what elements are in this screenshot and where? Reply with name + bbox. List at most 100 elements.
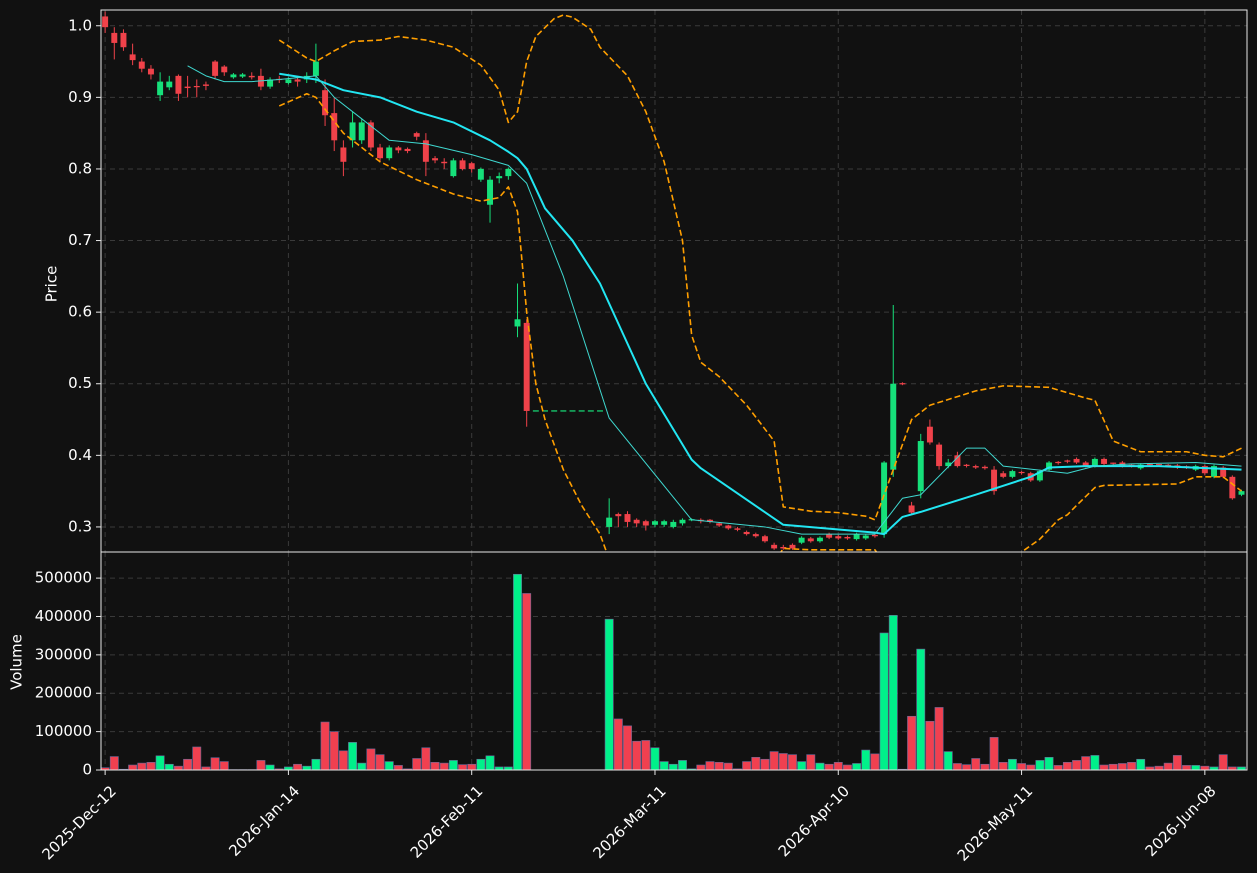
candle-body [716,523,723,526]
volume-bar [1172,755,1182,771]
volume-bar [962,764,971,771]
volume-bar [183,758,193,771]
candle-body [560,410,567,412]
candle-body [679,519,686,524]
volume-bar [824,763,834,771]
candle-body [367,122,374,148]
candle-body [487,179,494,205]
candle-body [862,535,869,539]
candle-body [807,538,814,542]
candle-body [450,160,457,177]
volume-bar [934,707,944,771]
volume-bar [1099,764,1109,771]
indicator-lines [187,14,1242,552]
candle-body [1146,464,1153,466]
volume-bar [806,754,816,771]
volume-bar [1062,762,1072,771]
candle-body [633,519,640,524]
volume-bar [888,615,898,771]
volume-bar [623,725,632,771]
volume-bar [742,761,752,771]
volume-bar [641,740,651,771]
candle-body [908,505,915,513]
volume-bar [751,757,761,771]
volume-bar [320,721,330,771]
indicator-line [278,92,1242,552]
y-tick-label: 0.6 [68,303,92,321]
candle-body [1229,476,1236,499]
volume-bar [476,758,486,771]
candle-body [826,534,833,538]
indicator-line [278,14,1242,521]
volume-bar [678,760,687,771]
candle-body [578,410,585,412]
volume-bar [1035,760,1045,771]
candle-body [331,113,338,141]
candle-body [881,462,888,535]
volume-bar [1154,765,1164,771]
volume-bar [989,737,999,771]
volume-bar [522,593,532,771]
volume-bar [797,761,807,771]
y-tick-label: 0.7 [68,231,92,249]
candle-body [853,534,860,540]
candle-body [157,81,164,96]
candle-body [523,322,530,411]
volume-bar [843,764,852,771]
candle-body [111,32,118,43]
volume-bar [971,758,981,771]
candle-body [248,75,255,78]
volume-bar [861,749,871,771]
volume-bar [998,762,1008,771]
volume-bar [1200,765,1210,771]
candle-body [835,536,842,539]
volume-bar [329,731,339,771]
candle-body [505,168,512,177]
candle-body [129,54,136,61]
volume-bar [458,764,467,771]
candle-body [1000,473,1007,477]
volume-tick-label: 100000 [35,722,92,740]
candle-body [193,86,200,88]
candle-body [166,81,173,88]
candle-body [743,531,750,535]
candle-body [963,464,970,466]
candle-body [358,122,365,141]
candle-body [239,74,246,77]
volume-bar [714,762,724,771]
volume-bar [256,760,266,771]
volume-bar [788,754,797,771]
candle-body [294,79,301,82]
volume-bar [696,764,706,771]
candle-body [322,90,329,116]
volume-bar [430,762,440,771]
candle-body [661,521,668,525]
volume-bar [366,748,376,771]
y-tick-label: 0.3 [68,517,92,535]
volume-bar [668,763,678,771]
volume-bar [421,747,431,771]
volume-bar [852,763,862,771]
volume-bar [980,763,990,771]
volume-bar [723,762,733,771]
candle-body [1046,462,1053,470]
volume-bar [137,762,147,771]
candle-body [441,161,448,164]
candle-body [147,68,154,75]
candle-body [202,84,209,86]
candle-body [120,32,127,48]
candle-body [1082,462,1089,467]
candle-body [670,521,677,527]
candle-body [917,441,924,492]
volume-bar [1072,760,1081,771]
candle-body [1220,467,1227,477]
volume-bar [1127,762,1136,771]
volume-bar [1026,764,1036,771]
candle-body [267,79,274,87]
candle-body [587,410,594,412]
volume-bar [265,764,275,771]
volume-bar [338,750,348,771]
candle-body [212,61,219,76]
y-tick-label: 1.0 [68,16,92,34]
